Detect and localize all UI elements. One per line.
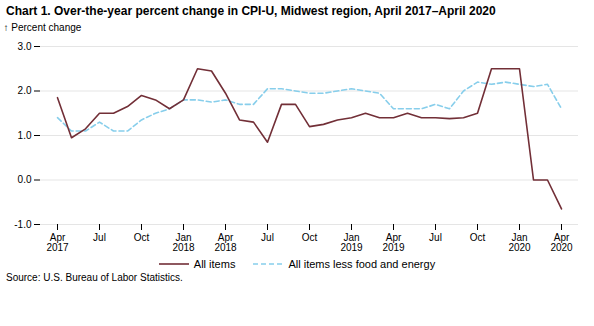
html-text:All items less food and energy: All items less food and energy: [288, 258, 436, 270]
svg-text:Jul: Jul: [261, 232, 274, 243]
svg-text:2.0: 2.0: [18, 85, 32, 96]
svg-text:Oct: Oct: [302, 232, 318, 243]
svg-text:Jul: Jul: [429, 232, 442, 243]
svg-text:Apr2020: Apr2020: [550, 232, 573, 253]
html-text:Source: U.S. Bureau of Labor S: Source: U.S. Bureau of Labor Statistics.: [6, 272, 183, 283]
svg-text:Jan2018: Jan2018: [172, 232, 195, 253]
svg-text:0.0: 0.0: [18, 174, 32, 185]
svg-text:Jul: Jul: [93, 232, 106, 243]
svg-text:3.0: 3.0: [18, 41, 32, 52]
svg-text:↑ Percent change: ↑ Percent change: [4, 22, 82, 33]
svg-text:Oct: Oct: [134, 232, 150, 243]
html-text:All items: All items: [193, 258, 236, 270]
svg-text:Jan2020: Jan2020: [508, 232, 531, 253]
svg-text:Apr2018: Apr2018: [214, 232, 237, 253]
svg-text:-1.0: -1.0: [14, 219, 32, 230]
svg-text:Oct: Oct: [470, 232, 486, 243]
html-text:Chart 1. Over-the-year percent: Chart 1. Over-the-year percent change in…: [6, 4, 496, 18]
svg-text:Jan2019: Jan2019: [340, 232, 363, 253]
svg-text:Apr2017: Apr2017: [46, 232, 69, 253]
svg-text:1.0: 1.0: [18, 130, 32, 141]
svg-text:Apr2019: Apr2019: [382, 232, 405, 253]
